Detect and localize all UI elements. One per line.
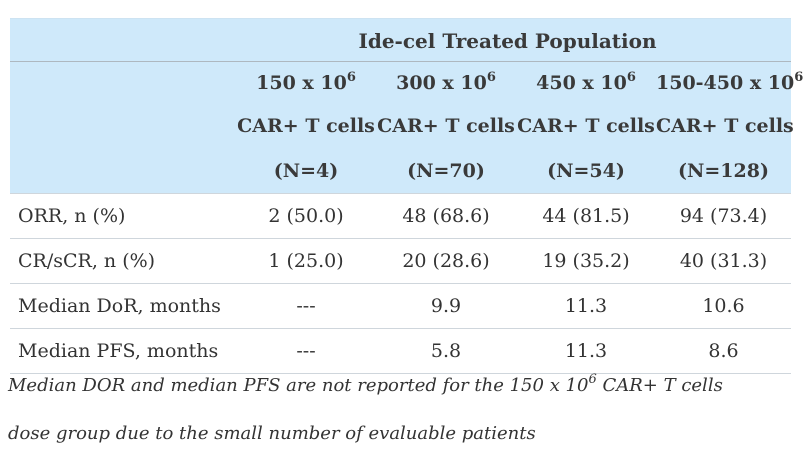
table-row: ORR, n (%) 2 (50.0) 48 (68.6) 44 (81.5) … — [10, 194, 791, 239]
table-row: Median DoR, months --- 9.9 11.3 10.6 — [10, 284, 791, 329]
dose-label: 150-450 x 10 — [656, 72, 795, 94]
table-row: CR/sCR, n (%) 1 (25.0) 20 (28.6) 19 (35.… — [10, 239, 791, 284]
table-header: Ide-cel Treated Population 150 x 106 CAR… — [10, 18, 803, 194]
table-cell: 9.9 — [430, 295, 462, 317]
dose-exponent: 6 — [626, 70, 636, 85]
unit-label: CAR+ T cells — [656, 115, 794, 137]
dose-label: 150 x 10 — [256, 72, 347, 94]
table-cell: 48 (68.6) — [402, 205, 490, 227]
column-header: 150-450 x 106 CAR+ T cells (N=128) — [656, 62, 803, 193]
table-cell: 8.6 — [708, 340, 739, 362]
column-header-row: 150 x 106 CAR+ T cells (N=4) 300 x 106 C… — [10, 62, 803, 194]
n-label: (N=4) — [273, 160, 339, 182]
dose-label: 450 x 10 — [536, 72, 627, 94]
dose-exponent: 6 — [346, 70, 356, 85]
table-row: Median PFS, months --- 5.8 11.3 8.6 — [10, 329, 791, 374]
unit-label: CAR+ T cells — [517, 115, 655, 137]
table-cell: 19 (35.2) — [542, 250, 630, 272]
n-label: (N=128) — [678, 160, 769, 182]
row-label: Median DoR, months — [18, 295, 221, 317]
table-cell: 40 (31.3) — [679, 250, 768, 272]
table-cell: 94 (73.4) — [679, 205, 768, 227]
dose-exponent: 6 — [794, 70, 804, 85]
column-header: 450 x 106 CAR+ T cells (N=54) — [516, 62, 656, 193]
column-header: 150 x 106 CAR+ T cells (N=4) — [236, 62, 376, 193]
table-cell: 1 (25.0) — [268, 250, 344, 272]
footnote-text: dose group due to the small number of ev… — [8, 423, 536, 444]
table-cell: 5.8 — [430, 340, 462, 362]
results-table: Ide-cel Treated Population 150 x 106 CAR… — [10, 18, 803, 374]
row-label: ORR, n (%) — [18, 205, 126, 227]
group-header-row: Ide-cel Treated Population — [10, 19, 791, 62]
footnote-exponent: 6 — [588, 372, 597, 387]
table-cell: 11.3 — [564, 295, 608, 317]
dose-label: 300 x 10 — [396, 72, 487, 94]
unit-label: CAR+ T cells — [377, 115, 515, 137]
n-label: (N=70) — [407, 160, 485, 182]
n-label: (N=54) — [547, 160, 625, 182]
table-cell: 20 (28.6) — [402, 250, 490, 272]
group-header: Ide-cel Treated Population — [358, 29, 657, 53]
dose-exponent: 6 — [486, 70, 496, 85]
table-cell: --- — [296, 340, 316, 362]
footnote-text: Median DOR and median PFS are not report… — [8, 375, 589, 396]
table-cell: 10.6 — [702, 295, 745, 317]
row-label: CR/sCR, n (%) — [18, 250, 156, 272]
footnote-text: CAR+ T cells — [596, 375, 723, 396]
table-cell: 44 (81.5) — [542, 205, 630, 227]
column-header: 300 x 106 CAR+ T cells (N=70) — [376, 62, 516, 193]
table-cell: 2 (50.0) — [268, 205, 344, 227]
table-cell: 11.3 — [564, 340, 608, 362]
unit-label: CAR+ T cells — [237, 115, 375, 137]
row-label: Median PFS, months — [18, 340, 219, 362]
table-cell: --- — [296, 295, 316, 317]
